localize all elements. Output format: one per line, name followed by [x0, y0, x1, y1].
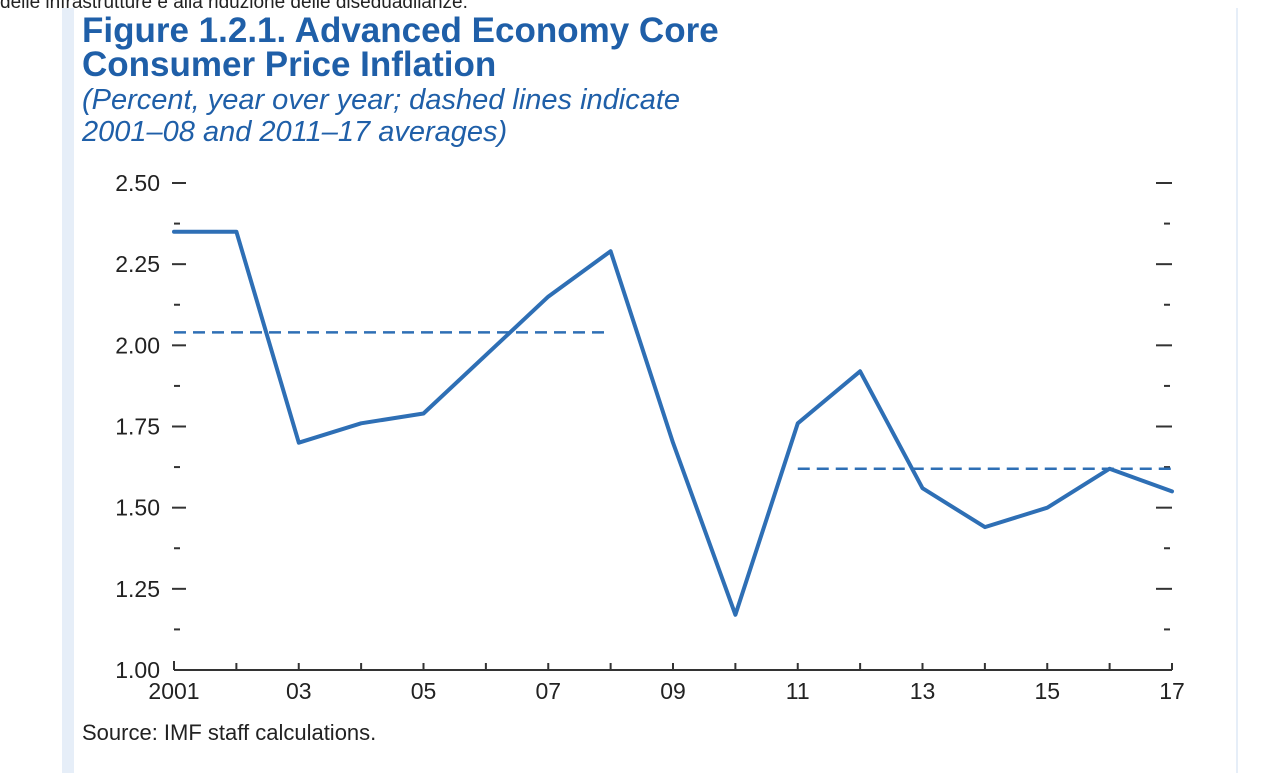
- chart-title-line-1: Figure 1.2.1. Advanced Economy Core: [82, 11, 719, 50]
- x-tick-label: 07: [535, 678, 561, 704]
- y-tick-label: 2.00: [115, 332, 160, 358]
- y-tick-label: 1.75: [115, 414, 160, 440]
- x-tick-label: 2001: [148, 678, 199, 704]
- x-tick-label: 11: [786, 678, 810, 704]
- chart-subtitle-line-2: 2001–08 and 2011–17 averages): [82, 116, 508, 148]
- y-tick-label: 1.25: [115, 576, 160, 602]
- x-tick-label: 09: [660, 678, 686, 704]
- y-tick-label: 1.00: [115, 657, 160, 683]
- y-tick-label: 1.50: [115, 495, 160, 521]
- chart-title: Figure 1.2.1. Advanced Economy Core Cons…: [82, 11, 719, 84]
- x-tick-label: 05: [411, 678, 437, 704]
- y-tick-label: 2.50: [115, 170, 160, 196]
- chart-subtitle: (Percent, year over year; dashed lines i…: [82, 84, 680, 148]
- chart-title-line-2: Consumer Price Inflation: [82, 45, 497, 84]
- x-tick-label: 17: [1159, 678, 1185, 704]
- x-tick-label: 15: [1034, 678, 1060, 704]
- y-tick-label: 2.25: [115, 251, 160, 277]
- source-note: Source: IMF staff calculations.: [82, 720, 377, 745]
- series-line-0: [172, 229, 1174, 617]
- x-tick-label: 03: [286, 678, 312, 704]
- chart-subtitle-line-1: (Percent, year over year; dashed lines i…: [82, 84, 681, 116]
- x-tick-label: 13: [910, 678, 936, 704]
